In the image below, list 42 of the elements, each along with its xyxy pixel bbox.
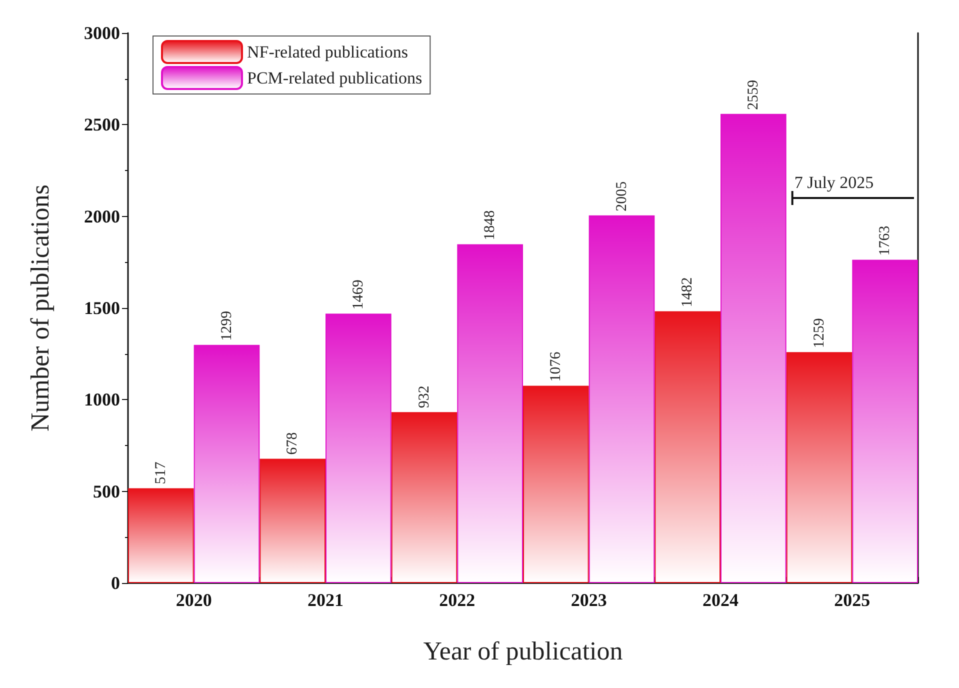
data-label: 1848: [482, 210, 498, 240]
bar: [326, 314, 392, 583]
data-label: 2005: [614, 181, 630, 212]
x-axis-title: Year of publication: [423, 636, 623, 666]
x-tick-label: 2022: [439, 590, 476, 610]
bar: [457, 244, 523, 583]
bar: [523, 386, 589, 583]
bar: [720, 114, 786, 583]
legend-label: PCM-related publications: [247, 68, 422, 88]
data-label: 1482: [680, 277, 696, 308]
data-label: 1469: [350, 280, 366, 310]
bar: [852, 260, 918, 583]
bar: [391, 412, 458, 583]
x-tick-label: 2025: [834, 590, 870, 610]
bar: [194, 344, 260, 583]
data-label: 1259: [811, 318, 828, 348]
y-tick-label: 2000: [84, 206, 120, 226]
x-tick-label: 2021: [308, 590, 344, 610]
y-tick-label: 0: [111, 573, 120, 593]
data-label: 678: [284, 432, 301, 455]
bar: [654, 311, 720, 583]
bar: [588, 215, 655, 583]
x-tick-label: 2024: [702, 590, 738, 610]
bar: [786, 352, 852, 583]
data-label: 517: [152, 461, 169, 484]
data-label: 932: [416, 386, 432, 408]
y-tick-label: 1000: [84, 390, 120, 410]
y-tick-label: 3000: [84, 23, 120, 43]
annotation: 7 July 2025: [794, 173, 874, 192]
x-tick-label: 2020: [176, 590, 212, 610]
bar: [260, 458, 326, 583]
data-label: 1763: [877, 226, 894, 256]
y-axis-title: Number of publications: [26, 184, 54, 432]
data-label: 1299: [218, 310, 235, 341]
bar: [128, 488, 194, 583]
x-tick-label: 2023: [570, 590, 607, 610]
y-tick-label: 2500: [84, 114, 120, 135]
data-label: 2559: [745, 80, 762, 110]
y-tick-label: 500: [93, 481, 120, 502]
legend-label: NF-related publications: [247, 42, 408, 62]
y-tick-label: 1500: [84, 298, 120, 318]
data-label: 1076: [548, 351, 564, 382]
